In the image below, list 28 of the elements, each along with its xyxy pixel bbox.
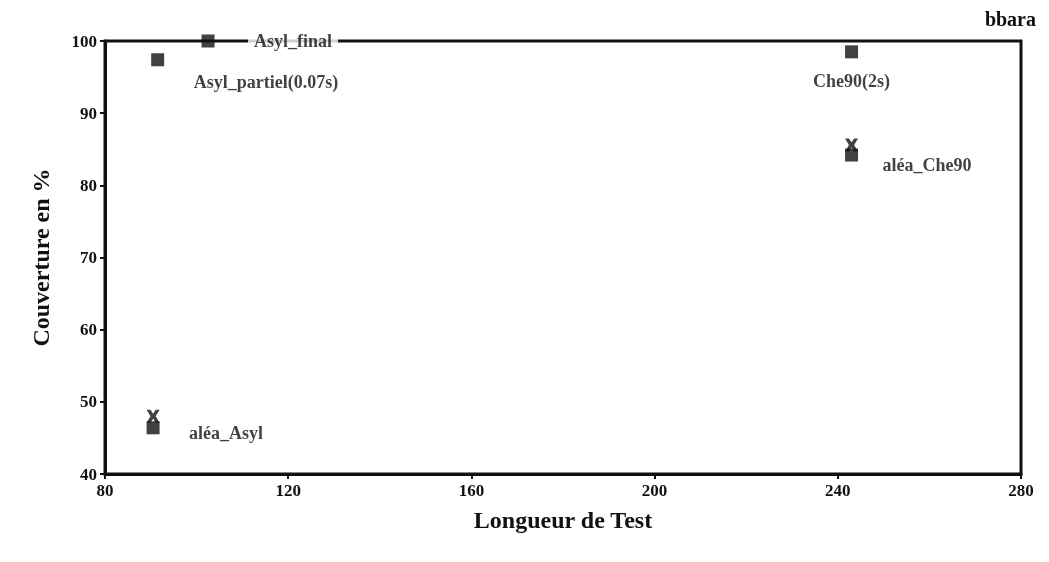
y-tick-label: 50 xyxy=(80,392,97,412)
point xyxy=(845,138,859,152)
point xyxy=(146,421,160,435)
point xyxy=(201,34,215,48)
x-tick-label: 280 xyxy=(1008,481,1034,500)
y-tick-label: 80 xyxy=(80,175,97,195)
annotation: Asyl_final xyxy=(254,31,333,51)
y-tick-label: 40 xyxy=(80,464,97,484)
chart-title: bbara xyxy=(984,8,1036,30)
annotation: Che90(2s) xyxy=(813,70,891,92)
point xyxy=(845,45,859,59)
annotation: aléa_Asyl xyxy=(189,422,264,443)
x-tick-label: 160 xyxy=(458,481,485,500)
x-axis-title: Longueur de Test xyxy=(473,507,653,533)
annotation: Asyl_partiel(0.07s) xyxy=(193,71,339,93)
annotation: aléa_Che90 xyxy=(882,155,972,176)
y-tick-label: 100 xyxy=(71,31,97,51)
x-tick-label: 200 xyxy=(641,481,668,500)
y-tick-label: 60 xyxy=(80,320,97,340)
y-axis-title: Couverture en % xyxy=(28,168,54,347)
x-tick-label: 120 xyxy=(275,481,301,500)
point xyxy=(845,148,859,162)
y-tick-label: 70 xyxy=(80,248,97,267)
point xyxy=(151,53,165,67)
point xyxy=(146,409,160,423)
y-tick-label: 90 xyxy=(80,103,97,123)
x-tick-label: 80 xyxy=(96,481,114,500)
x-tick-label: 240 xyxy=(825,481,851,500)
